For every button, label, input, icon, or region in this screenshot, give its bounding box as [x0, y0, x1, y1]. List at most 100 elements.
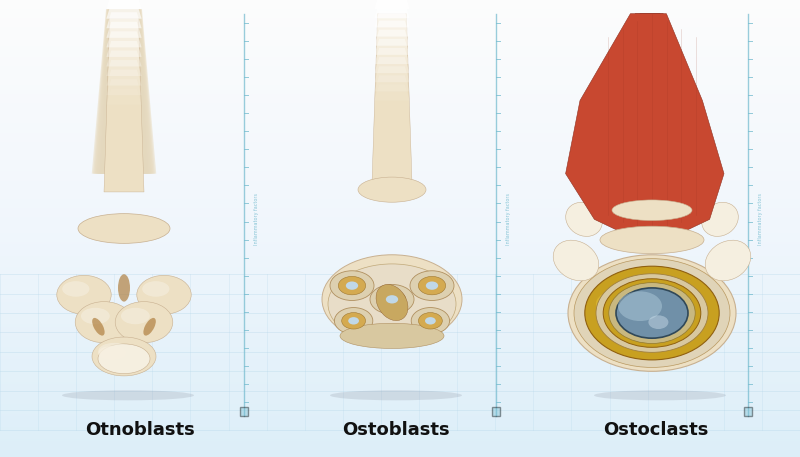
Ellipse shape — [600, 226, 704, 254]
Bar — [0, 55, 800, 57]
Bar — [0, 322, 800, 324]
Ellipse shape — [574, 259, 730, 367]
Bar — [0, 66, 800, 69]
Bar — [0, 270, 800, 272]
Bar — [0, 59, 800, 62]
FancyBboxPatch shape — [492, 407, 500, 416]
Bar — [0, 158, 800, 160]
Bar — [0, 354, 800, 356]
Polygon shape — [99, 9, 149, 174]
Ellipse shape — [328, 264, 456, 344]
Bar — [0, 210, 800, 213]
Polygon shape — [101, 9, 147, 174]
Bar — [0, 9, 800, 11]
Bar — [0, 80, 800, 82]
Bar — [0, 295, 800, 297]
Bar — [0, 274, 800, 276]
Bar — [0, 292, 800, 295]
Bar — [0, 299, 800, 302]
Polygon shape — [374, 30, 410, 46]
Bar — [0, 359, 800, 361]
Ellipse shape — [75, 302, 133, 343]
Bar — [0, 0, 800, 2]
Bar — [0, 452, 800, 455]
Bar — [0, 318, 800, 320]
Text: Ostoblasts: Ostoblasts — [342, 421, 450, 439]
Bar — [0, 5, 800, 7]
Bar — [0, 441, 800, 443]
Bar — [0, 85, 800, 87]
Ellipse shape — [418, 276, 446, 295]
Bar — [0, 78, 800, 80]
Ellipse shape — [618, 292, 662, 321]
Bar — [0, 82, 800, 85]
Ellipse shape — [62, 281, 90, 297]
Ellipse shape — [554, 240, 598, 281]
Bar — [0, 416, 800, 418]
Bar — [0, 169, 800, 171]
Ellipse shape — [338, 276, 366, 295]
Bar — [0, 411, 800, 414]
Bar — [0, 11, 800, 14]
Polygon shape — [97, 9, 151, 174]
Bar — [0, 183, 800, 185]
Bar — [0, 192, 800, 194]
Ellipse shape — [115, 302, 173, 343]
Bar — [0, 41, 800, 43]
Ellipse shape — [358, 177, 426, 202]
Bar — [0, 171, 800, 174]
Ellipse shape — [594, 390, 726, 400]
Bar — [0, 361, 800, 363]
Bar — [0, 313, 800, 315]
Bar — [0, 249, 800, 251]
Bar — [0, 233, 800, 235]
Bar — [0, 155, 800, 158]
Text: Inflammatory factors: Inflammatory factors — [506, 193, 510, 245]
Polygon shape — [374, 66, 410, 82]
Text: Ostoclasts: Ostoclasts — [603, 421, 709, 439]
Bar — [0, 226, 800, 228]
Bar — [0, 231, 800, 233]
Bar — [0, 117, 800, 119]
Bar — [0, 423, 800, 425]
Bar — [0, 222, 800, 224]
Bar — [0, 144, 800, 146]
Polygon shape — [106, 89, 142, 105]
Text: Otnoblasts: Otnoblasts — [85, 421, 195, 439]
Bar — [0, 391, 800, 393]
Polygon shape — [92, 9, 156, 174]
Bar — [0, 64, 800, 66]
Bar — [0, 89, 800, 91]
Polygon shape — [94, 9, 154, 174]
Bar — [0, 71, 800, 73]
Bar — [0, 217, 800, 219]
Ellipse shape — [92, 318, 105, 335]
Polygon shape — [374, 48, 410, 64]
Ellipse shape — [609, 282, 695, 344]
Bar — [0, 420, 800, 423]
Bar — [0, 238, 800, 240]
Polygon shape — [106, 12, 142, 28]
Bar — [0, 386, 800, 388]
Bar — [0, 50, 800, 53]
Ellipse shape — [411, 308, 450, 334]
Bar — [0, 110, 800, 112]
Bar — [0, 372, 800, 375]
Bar — [0, 398, 800, 400]
Bar — [0, 149, 800, 151]
Ellipse shape — [425, 317, 436, 324]
Bar — [0, 187, 800, 190]
Ellipse shape — [78, 214, 170, 243]
Bar — [0, 73, 800, 75]
Bar — [0, 25, 800, 27]
Bar — [0, 37, 800, 39]
Ellipse shape — [386, 295, 398, 303]
Bar — [0, 375, 800, 377]
Bar — [0, 219, 800, 222]
Ellipse shape — [612, 200, 692, 220]
Bar — [0, 254, 800, 256]
Bar — [0, 336, 800, 338]
Ellipse shape — [568, 255, 736, 371]
Bar — [0, 308, 800, 311]
Bar — [0, 265, 800, 267]
